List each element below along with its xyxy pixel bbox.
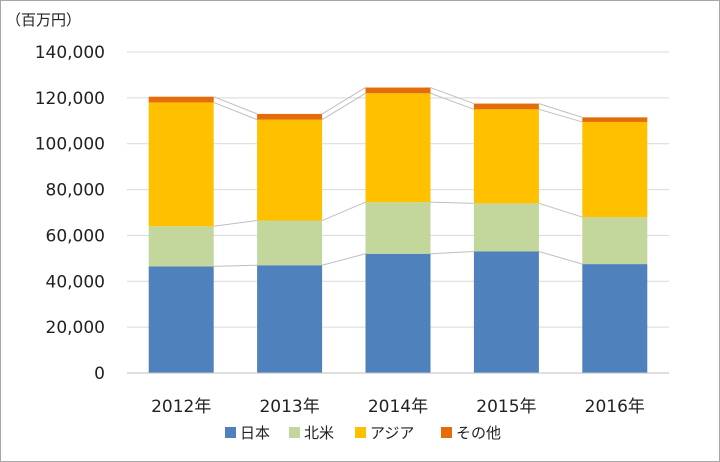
- bar-segment: [473, 103, 539, 110]
- y-tick-label: 20,000: [46, 318, 105, 338]
- x-tick-label: 2014年: [368, 397, 428, 417]
- x-tick-label: 2012年: [151, 397, 211, 417]
- bar-segment: [257, 220, 323, 266]
- y-tick-label: 120,000: [35, 89, 105, 109]
- y-tick-label: 0: [94, 364, 105, 384]
- series-connector-line: [213, 96, 258, 115]
- bar-segment: [148, 226, 214, 267]
- bar-segment: [582, 217, 648, 265]
- legend-swatch: [289, 427, 300, 438]
- bar-segment: [582, 264, 648, 373]
- bar-segment: [148, 102, 214, 227]
- bars: [148, 87, 648, 373]
- y-tick-label: 100,000: [35, 135, 105, 155]
- series-connector-line: [213, 101, 258, 121]
- y-tick-label: 80,000: [46, 181, 105, 201]
- legend: 日本 北米 アジア その他: [225, 424, 501, 442]
- y-unit-label: （百万円）: [6, 11, 81, 29]
- bar-segment: [257, 113, 323, 120]
- series-connector-line: [321, 201, 366, 221]
- legend-label: アジア: [370, 424, 414, 442]
- legend-swatch: [225, 427, 236, 438]
- series-connector-line: [430, 250, 474, 255]
- series-connector-lines: [213, 87, 583, 267]
- legend-label: その他: [456, 424, 501, 442]
- bar-segment: [582, 121, 648, 218]
- x-tick-label: 2013年: [259, 397, 319, 417]
- series-connector-line: [538, 250, 583, 265]
- x-tick-label: 2015年: [476, 397, 536, 417]
- series-connector-line: [538, 202, 583, 218]
- legend-label: 北米: [304, 424, 334, 442]
- legend-swatch: [441, 427, 452, 438]
- series-connector-line: [321, 92, 366, 121]
- bar-segment: [365, 253, 431, 373]
- series-connector-line: [538, 103, 583, 118]
- bar-segment: [257, 119, 323, 221]
- bar-segment: [473, 203, 539, 252]
- legend-swatch: [355, 427, 366, 438]
- bar-segment: [365, 202, 431, 254]
- bar-segment: [257, 265, 323, 373]
- x-tick-label: 2016年: [585, 397, 645, 417]
- series-connector-line: [321, 87, 366, 115]
- y-tick-label: 60,000: [46, 226, 105, 246]
- y-tick-label: 40,000: [46, 272, 105, 292]
- series-connector-line: [430, 92, 475, 110]
- series-connector-line: [430, 87, 475, 105]
- series-connector-line: [430, 201, 474, 204]
- bar-segment: [365, 93, 431, 203]
- bar-segment: [148, 266, 214, 373]
- series-connector-line: [538, 108, 583, 123]
- bar-segment: [365, 87, 431, 94]
- bar-segment: [148, 96, 214, 103]
- series-connector-line: [213, 220, 258, 227]
- bar-segment: [473, 109, 539, 204]
- bar-segment: [473, 251, 539, 373]
- y-tick-label: 140,000: [35, 43, 105, 63]
- series-connector-line: [213, 264, 258, 267]
- x-axis-ticks: 2012年 2013年 2014年 2015年 2016年: [151, 397, 645, 417]
- series-connector-line: [321, 253, 366, 266]
- legend-label: 日本: [240, 424, 270, 442]
- y-axis-ticks: 0 20,000 40,000 60,000 80,000 100,000 120,000 1…: [35, 43, 105, 384]
- bar-segment: [582, 117, 648, 122]
